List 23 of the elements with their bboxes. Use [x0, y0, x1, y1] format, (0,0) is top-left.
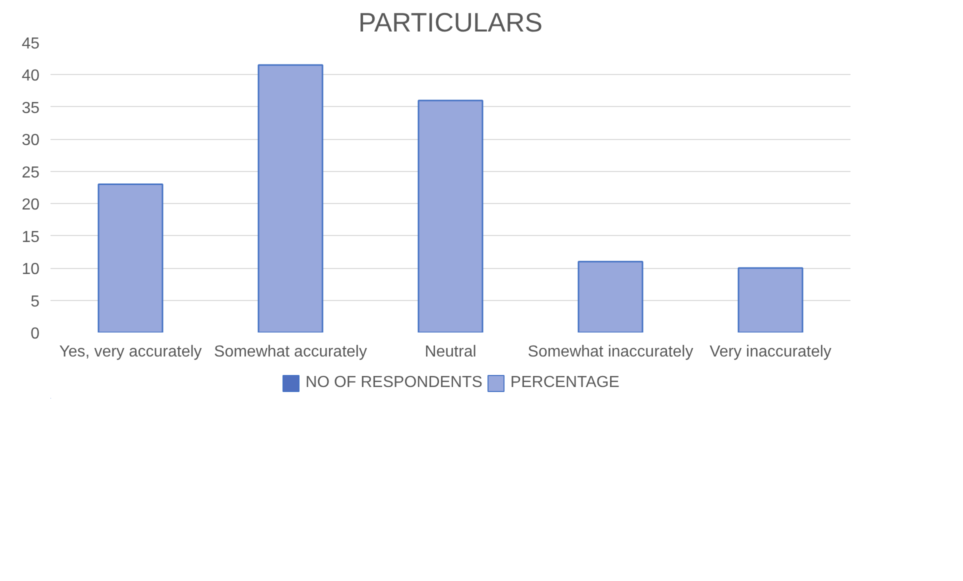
y-tick-label: 10 [22, 261, 40, 278]
y-tick-label: 20 [22, 196, 40, 214]
bar [258, 64, 324, 332]
y-tick-label: 25 [22, 164, 40, 182]
y-tick-label: 30 [22, 132, 40, 150]
y-tick-label: 40 [22, 68, 40, 85]
x-tick-label: Neutral [424, 344, 476, 360]
x-tick-label: Very inaccurately [710, 344, 832, 360]
bar [98, 184, 164, 332]
x-tick-label: Somewhat accurately [214, 344, 367, 360]
bar [418, 100, 484, 332]
bar [578, 260, 644, 332]
legend-label: PERCENTAGE [510, 374, 620, 392]
legend-label: NO OF RESPONDENTS [306, 374, 482, 392]
x-tick-label: Somewhat inaccurately [528, 344, 694, 360]
y-tick-label: 45 [22, 36, 40, 52]
y-tick-label: 15 [22, 228, 40, 246]
chart-title: PARTICULARS [358, 8, 543, 38]
bar [738, 267, 804, 332]
y-tick-label: 0 [30, 326, 40, 342]
y-tick-label: 35 [22, 100, 40, 117]
x-tick-label: Yes, very accurately [59, 344, 202, 360]
y-tick-label: 5 [30, 293, 40, 310]
